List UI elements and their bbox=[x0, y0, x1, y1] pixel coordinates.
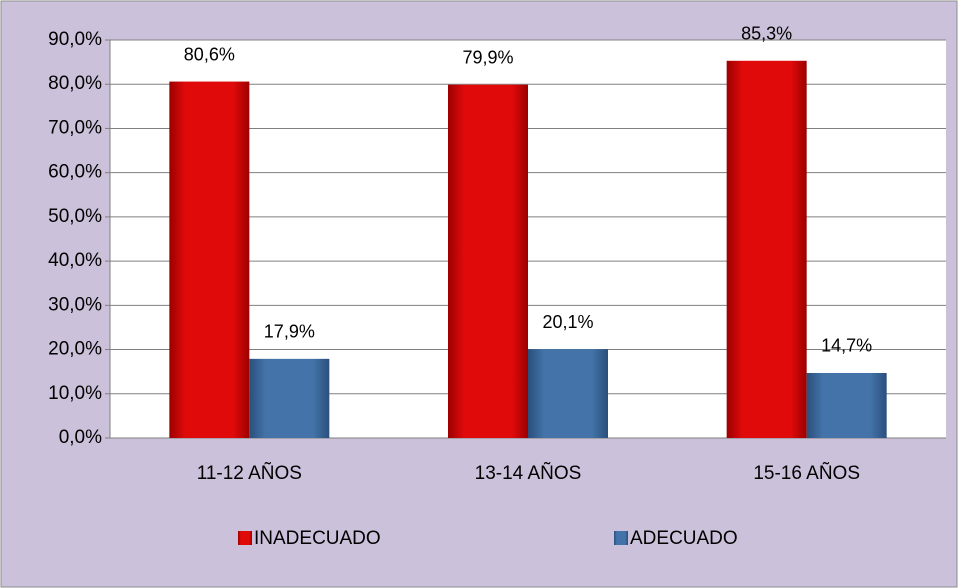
y-tick-label: 60,0% bbox=[48, 162, 102, 183]
bar bbox=[806, 372, 887, 438]
data-label: 20,1% bbox=[542, 312, 593, 332]
x-tick-label: 11-12 AÑOS bbox=[197, 462, 302, 484]
y-tick-label: 90,0% bbox=[48, 29, 102, 50]
y-tick-label: 70,0% bbox=[48, 117, 102, 138]
legend-swatch bbox=[614, 531, 628, 545]
y-tick-label: 80,0% bbox=[48, 73, 102, 94]
bar bbox=[249, 358, 330, 438]
data-label: 79,9% bbox=[462, 47, 513, 67]
data-label: 17,9% bbox=[264, 322, 315, 342]
data-label: 14,7% bbox=[821, 336, 872, 356]
y-tick-label: 20,0% bbox=[48, 339, 102, 360]
x-tick-label: 13-14 AÑOS bbox=[475, 462, 582, 484]
y-tick-label: 0,0% bbox=[59, 427, 102, 448]
data-label: 80,6% bbox=[184, 44, 235, 64]
bar bbox=[726, 60, 807, 438]
y-tick-label: 40,0% bbox=[48, 250, 102, 271]
bar bbox=[528, 349, 608, 438]
y-tick-label: 30,0% bbox=[48, 294, 102, 315]
y-tick-label: 50,0% bbox=[48, 206, 102, 227]
data-label: 85,3% bbox=[741, 24, 792, 44]
legend-swatch bbox=[238, 531, 252, 545]
x-tick-label: 15-16 AÑOS bbox=[753, 462, 860, 484]
legend-label: ADECUADO bbox=[630, 528, 738, 549]
legend-label: INADECUADO bbox=[254, 528, 381, 549]
bar bbox=[448, 84, 528, 439]
y-tick-label: 10,0% bbox=[48, 383, 102, 404]
bar bbox=[169, 81, 250, 439]
